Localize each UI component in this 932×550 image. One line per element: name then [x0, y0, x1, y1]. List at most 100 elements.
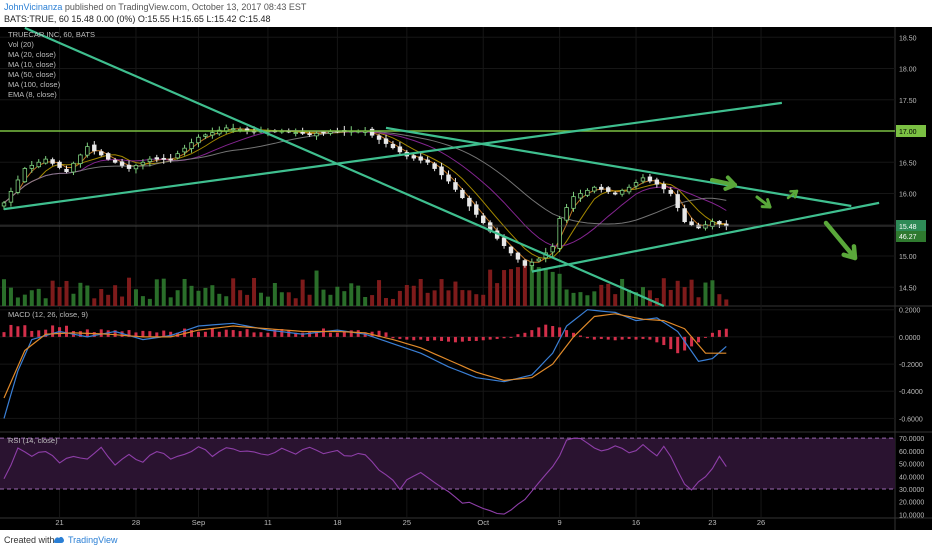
candle-body[interactable]: [189, 142, 194, 149]
candle-body[interactable]: [140, 161, 146, 166]
macd-legend[interactable]: MACD (12, 26, close, 9): [8, 310, 89, 319]
candle-body[interactable]: [592, 186, 597, 192]
candle-body[interactable]: [585, 189, 590, 196]
candle-body[interactable]: [432, 163, 437, 169]
candle-body[interactable]: [369, 128, 375, 136]
candle-body[interactable]: [1, 202, 7, 207]
candle-body[interactable]: [314, 132, 319, 137]
candle-body[interactable]: [154, 157, 159, 160]
candle-body[interactable]: [43, 158, 48, 164]
candle-body[interactable]: [689, 221, 694, 226]
candle-body[interactable]: [703, 224, 708, 229]
candle-body[interactable]: [557, 218, 562, 249]
candle-body[interactable]: [599, 186, 604, 190]
arrow-breakdown[interactable]: [823, 220, 858, 261]
candle-body[interactable]: [619, 189, 625, 195]
candle-body[interactable]: [328, 131, 333, 134]
rsi-panel[interactable]: RSI (14, close): [0, 436, 895, 515]
candle-body[interactable]: [383, 138, 389, 144]
candle-body[interactable]: [105, 153, 111, 160]
candle-body[interactable]: [210, 132, 215, 136]
candle-body[interactable]: [29, 164, 34, 169]
candle-body[interactable]: [57, 161, 62, 168]
candle-body[interactable]: [612, 192, 618, 195]
candle-body[interactable]: [411, 155, 416, 159]
candle-body[interactable]: [564, 207, 569, 221]
candle-body[interactable]: [515, 252, 521, 260]
candle-body[interactable]: [647, 176, 653, 182]
candle-body[interactable]: [203, 134, 208, 137]
candle-body[interactable]: [168, 158, 173, 161]
candle-body[interactable]: [230, 128, 236, 131]
candle-body[interactable]: [92, 144, 97, 152]
candle-body[interactable]: [182, 147, 187, 153]
candle-body[interactable]: [606, 187, 611, 192]
price-legend-item[interactable]: TRUECAR INC, 60, BATS: [8, 30, 95, 39]
candle-body[interactable]: [640, 177, 646, 182]
candle-body[interactable]: [99, 151, 104, 156]
candle-body[interactable]: [71, 162, 76, 173]
candle-body[interactable]: [321, 131, 326, 134]
candle-body[interactable]: [15, 179, 21, 193]
candle-body[interactable]: [425, 159, 430, 163]
candle-body[interactable]: [161, 157, 166, 160]
candle-body[interactable]: [293, 132, 298, 134]
candle-body[interactable]: [717, 221, 722, 225]
candle-body[interactable]: [175, 153, 180, 159]
candle-body[interactable]: [682, 208, 687, 223]
candle-body[interactable]: [147, 158, 153, 162]
candle-body[interactable]: [571, 196, 576, 209]
arrow-dip[interactable]: [755, 195, 772, 209]
trendline[interactable]: [24, 27, 665, 308]
candle-body[interactable]: [710, 221, 715, 227]
candle-body[interactable]: [397, 146, 403, 153]
price-legend-item[interactable]: MA (50, close): [8, 70, 56, 79]
candle-body[interactable]: [85, 146, 90, 156]
candle-body[interactable]: [536, 258, 541, 262]
candle-body[interactable]: [36, 161, 41, 168]
candle-body[interactable]: [501, 237, 507, 246]
macd-panel[interactable]: MACD (12, 26, close, 9): [2, 309, 728, 419]
author-link[interactable]: JohnVicinanza: [4, 2, 63, 12]
candle-body[interactable]: [626, 186, 632, 193]
candle-body[interactable]: [112, 159, 118, 163]
candle-body[interactable]: [133, 164, 139, 170]
candle-body[interactable]: [64, 168, 69, 173]
price-legend-item[interactable]: EMA (8, close): [8, 90, 57, 99]
candle-body[interactable]: [522, 260, 528, 266]
candle-body[interactable]: [654, 179, 660, 185]
candle-body[interactable]: [8, 191, 14, 203]
candle-body[interactable]: [50, 159, 55, 164]
candle-body[interactable]: [481, 215, 486, 224]
candle-body[interactable]: [550, 246, 555, 253]
candle-body[interactable]: [661, 183, 667, 190]
candle-body[interactable]: [196, 136, 201, 144]
candle-body[interactable]: [467, 197, 472, 207]
candle-body[interactable]: [578, 193, 583, 199]
candle-body[interactable]: [453, 182, 458, 190]
candle-body[interactable]: [244, 128, 250, 131]
candle-body[interactable]: [418, 156, 423, 161]
candle-body[interactable]: [633, 182, 639, 187]
candle-body[interactable]: [529, 261, 535, 267]
price-legend-item[interactable]: MA (20, close): [8, 50, 56, 59]
candle-body[interactable]: [119, 161, 125, 166]
candle-body[interactable]: [696, 224, 701, 229]
candle-body[interactable]: [508, 246, 514, 254]
trendline[interactable]: [531, 201, 880, 273]
tradingview-brand[interactable]: TradingView: [68, 535, 118, 545]
candle-body[interactable]: [126, 164, 132, 169]
candle-body[interactable]: [22, 168, 28, 183]
trendline[interactable]: [385, 126, 852, 208]
price-legend-item[interactable]: MA (100, close): [8, 80, 61, 89]
candle-body[interactable]: [300, 131, 305, 134]
candle-body[interactable]: [460, 189, 465, 199]
candle-body[interactable]: [668, 189, 673, 194]
price-legend-item[interactable]: Vol (20): [8, 40, 34, 49]
price-legend-item[interactable]: MA (10, close): [8, 60, 56, 69]
candle-body[interactable]: [307, 133, 312, 136]
candle-body[interactable]: [439, 166, 444, 176]
candle-body[interactable]: [376, 135, 382, 140]
